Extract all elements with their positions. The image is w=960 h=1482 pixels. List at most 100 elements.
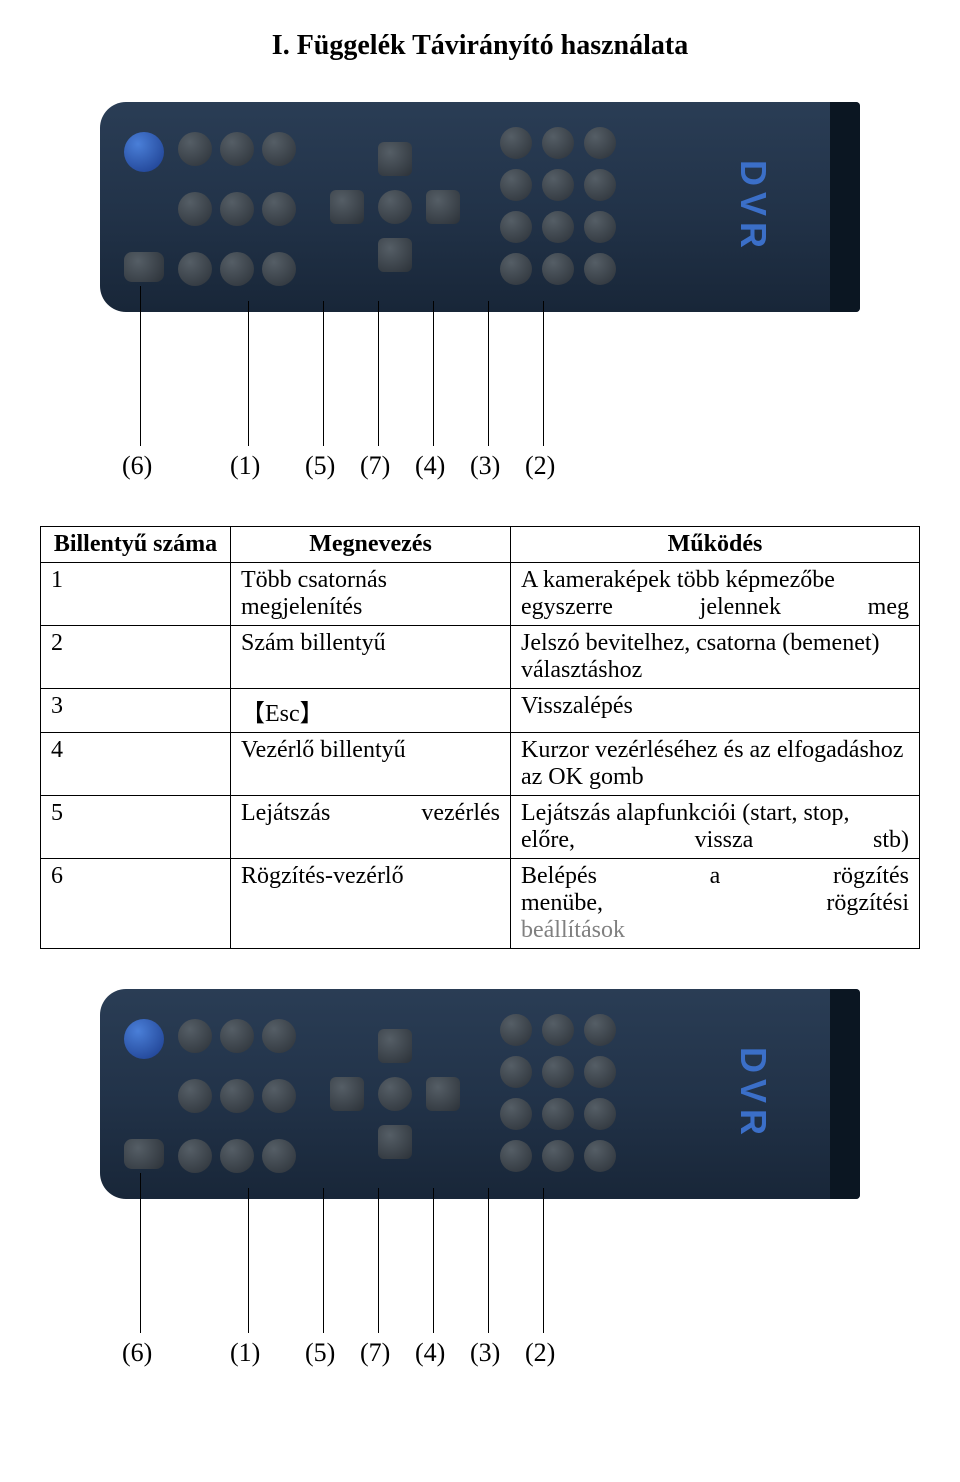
remote-btn-grid [262, 132, 296, 166]
cell-func: Visszalépés [511, 689, 920, 733]
key-table: Billentyű száma Megnevezés Működés 1 Töb… [40, 526, 920, 949]
remote-btn-power [124, 1019, 164, 1059]
callout-label: (2) [525, 451, 555, 481]
cell-num: 5 [41, 796, 231, 859]
dpad-cluster [330, 1029, 460, 1159]
callout-label: (4) [415, 451, 445, 481]
remote-btn-grid [178, 252, 212, 286]
table-row: 5 Lejátszás vezérlés Lejátszás alapfunkc… [41, 796, 920, 859]
remote-numpad [542, 1140, 574, 1172]
dvr-label: DVR [732, 1047, 774, 1141]
remote-btn-grid [220, 192, 254, 226]
th-num: Billentyű száma [41, 527, 231, 563]
remote-numpad [500, 169, 532, 201]
cell-func: Belépés a rögzítés menübe, rögzítési beá… [511, 859, 920, 949]
callouts-bottom: (6) (1) (5) (7) (4) (3) (2) [100, 1203, 860, 1373]
remote-btn-grid [220, 1079, 254, 1113]
callout-label: (1) [230, 451, 260, 481]
callout-label: (6) [122, 451, 152, 481]
remote-numpad [584, 1140, 616, 1172]
remote-numpad [500, 1056, 532, 1088]
dpad-right [426, 190, 460, 224]
remote-btn-power [124, 132, 164, 172]
remote-btn-grid [262, 1079, 296, 1113]
func-line: menübe, rögzítési [521, 890, 909, 917]
dpad-cluster [330, 142, 460, 272]
cell-func: Jelszó bevitelhez, csatorna (bemenet) vá… [511, 626, 920, 689]
remote-numpad [584, 253, 616, 285]
th-func: Működés [511, 527, 920, 563]
dvr-label: DVR [732, 160, 774, 254]
cell-num: 6 [41, 859, 231, 949]
remote-btn-grid [220, 132, 254, 166]
callout-label: (1) [230, 1338, 260, 1368]
dpad-ok [378, 1077, 412, 1111]
cell-name: Szám billentyű [231, 626, 511, 689]
remote-numpad [584, 1098, 616, 1130]
remote-cap [830, 102, 860, 312]
remote-numpad [500, 1140, 532, 1172]
table-row: 1 Több csatornás megjelenítés A kameraké… [41, 563, 920, 626]
remote-numpad [584, 1014, 616, 1046]
cell-num: 4 [41, 733, 231, 796]
remote-numpad [542, 253, 574, 285]
remote-numpad [500, 127, 532, 159]
remote-cap [830, 989, 860, 1199]
dpad-right [426, 1077, 460, 1111]
table-row: 3 【Esc】 Visszalépés [41, 689, 920, 733]
remote-numpad [584, 169, 616, 201]
dpad-ok [378, 190, 412, 224]
cell-name: Lejátszás vezérlés [231, 796, 511, 859]
remote-btn-grid [220, 1019, 254, 1053]
dpad-up [378, 142, 412, 176]
callout-label: (4) [415, 1338, 445, 1368]
cell-func: Lejátszás alapfunkciói (start, stop, elő… [511, 796, 920, 859]
cell-num: 1 [41, 563, 231, 626]
table-row: 4 Vezérlő billentyű Kurzor vezérléséhez … [41, 733, 920, 796]
callout-label: (5) [305, 451, 335, 481]
page-title: I. Függelék Távirányító használata [40, 30, 920, 62]
remote-numpad [584, 1056, 616, 1088]
callouts-top: (6) (1) (5) (7) (4) (3) (2) [100, 316, 860, 486]
callout-label: (6) [122, 1338, 152, 1368]
callout-label: (3) [470, 451, 500, 481]
func-faded-line: beállítások [521, 917, 909, 944]
dpad-down [378, 1125, 412, 1159]
remote-numpad [542, 169, 574, 201]
table-row: 6 Rögzítés-vezérlő Belépés a rögzítés me… [41, 859, 920, 949]
remote-numpad [542, 1014, 574, 1046]
remote-numpad [542, 127, 574, 159]
th-name: Megnevezés [231, 527, 511, 563]
cell-name: Rögzítés-vezérlő [231, 859, 511, 949]
callout-label: (5) [305, 1338, 335, 1368]
remote-btn-record [124, 252, 164, 282]
remote-btn-grid [178, 1139, 212, 1173]
func-line: Belépés a rögzítés [521, 863, 909, 890]
cell-name: Vezérlő billentyű [231, 733, 511, 796]
remote-figure-bottom: DVR (6) (1) (5) (7) (4) (3) (2) [100, 989, 860, 1373]
table-row: 2 Szám billentyű Jelszó bevitelhez, csat… [41, 626, 920, 689]
dpad-left [330, 1077, 364, 1111]
remote-numpad [584, 211, 616, 243]
remote-btn-grid [178, 1019, 212, 1053]
callout-label: (7) [360, 451, 390, 481]
remote-btn-grid [262, 1019, 296, 1053]
remote-numpad [542, 211, 574, 243]
remote-btn-grid [178, 1079, 212, 1113]
remote-btn-grid [262, 252, 296, 286]
cell-num: 3 [41, 689, 231, 733]
remote-btn-record [124, 1139, 164, 1169]
callout-label: (3) [470, 1338, 500, 1368]
remote-numpad [500, 1098, 532, 1130]
remote-figure-top: DVR (6) (1) (5) (7) (4) (3) (2) [100, 102, 860, 486]
table-header-row: Billentyű száma Megnevezés Működés [41, 527, 920, 563]
cell-name: Több csatornás megjelenítés [231, 563, 511, 626]
remote-numpad [500, 211, 532, 243]
remote-btn-grid [178, 132, 212, 166]
cell-name: 【Esc】 [231, 689, 511, 733]
remote-btn-grid [262, 192, 296, 226]
dpad-up [378, 1029, 412, 1063]
callout-label: (7) [360, 1338, 390, 1368]
cell-num: 2 [41, 626, 231, 689]
remote-btn-grid [220, 252, 254, 286]
